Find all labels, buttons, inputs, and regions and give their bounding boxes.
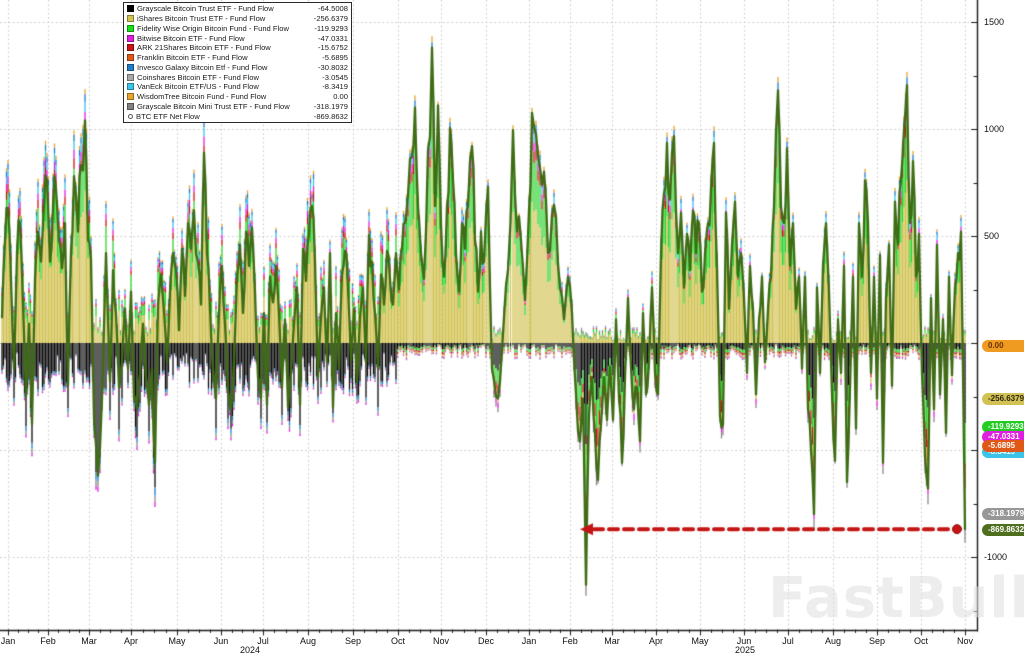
x-month-label: Oct	[390, 636, 406, 646]
legend-value: -256.6379	[313, 14, 348, 24]
legend-box: Grayscale Bitcoin Trust ETF - Fund Flow -…	[123, 2, 352, 123]
x-month-label: Jan	[521, 636, 537, 646]
legend-swatch-icon	[127, 83, 134, 91]
legend-value: -8.3419	[322, 82, 348, 92]
legend-label: Grayscale Bitcoin Mini Trust ETF - Fund …	[137, 101, 290, 111]
x-month-label: Sep	[344, 636, 362, 646]
y-axis-badge: 0.00	[982, 340, 1024, 352]
legend-value: 0.00	[333, 92, 348, 102]
legend-value: -318.1979	[313, 101, 348, 111]
legend-value: -30.8032	[318, 62, 348, 72]
x-month-label: Jun	[736, 636, 752, 646]
watermark: FastBull	[768, 566, 1024, 631]
x-month-label: Aug	[824, 636, 842, 646]
legend-swatch-icon	[127, 93, 134, 101]
x-month-label: Feb	[562, 636, 578, 646]
y-axis-badge: -256.6379	[982, 393, 1024, 405]
y-tick-label: 500	[984, 231, 1000, 241]
legend-item: Grayscale Bitcoin Mini Trust ETF - Fund …	[127, 102, 348, 111]
x-month-label: Aug	[299, 636, 317, 646]
legend-swatch-icon	[127, 34, 134, 42]
legend-label: Franklin Bitcoin ETF - Fund Flow	[137, 53, 248, 63]
legend-value: -119.9293	[314, 23, 348, 33]
legend-label: iShares Bitcoin Trust ETF - Fund Flow	[137, 14, 266, 24]
legend-value: -869.8632	[313, 111, 348, 121]
legend-label: Grayscale Bitcoin Trust ETF - Fund Flow	[137, 4, 274, 14]
legend-swatch-icon	[127, 24, 134, 32]
x-month-label: Nov	[432, 636, 450, 646]
x-month-label: Sep	[868, 636, 886, 646]
x-month-label: May	[691, 636, 709, 646]
y-axis-badge: -5.6895	[982, 440, 1024, 452]
y-axis-badge: -869.8632	[982, 524, 1024, 536]
x-month-label: Mar	[81, 636, 97, 646]
legend-item: Invesco Galaxy Bitcoin Etf - Fund Flow -3…	[127, 63, 348, 72]
legend-item: Franklin Bitcoin ETF - Fund Flow -5.6895	[127, 53, 348, 62]
net-flow-marker-icon	[128, 113, 133, 119]
legend-swatch-icon	[127, 15, 134, 23]
legend-swatch-icon	[127, 63, 134, 71]
legend-swatch-icon	[127, 54, 134, 62]
legend-item: Bitwise Bitcoin ETF - Fund Flow -47.0331	[127, 34, 348, 43]
y-tick-label: 1000	[984, 124, 1005, 134]
legend-swatch-icon	[127, 73, 134, 81]
x-month-label: Nov	[956, 636, 974, 646]
y-axis-badge: -119.9293	[982, 421, 1024, 433]
x-month-label: Jul	[257, 636, 269, 646]
x-month-label: Feb	[40, 636, 56, 646]
legend-label: Coinshares Bitcoin ETF - Fund Flow	[137, 72, 259, 82]
x-month-label: Jun	[213, 636, 229, 646]
x-year-label: 2024	[239, 645, 261, 653]
x-month-label: May	[168, 636, 186, 646]
y-axis-badge: -318.1979	[982, 508, 1024, 520]
legend-label: Invesco Galaxy Bitcoin Etf - Fund Flow	[137, 62, 268, 72]
legend-item: iShares Bitcoin Trust ETF - Fund Flow -25…	[127, 14, 348, 23]
x-month-label: Jan	[0, 636, 16, 646]
legend-item: Grayscale Bitcoin Trust ETF - Fund Flow -…	[127, 4, 348, 13]
legend-item: VanEck Bitcoin ETF/US - Fund Flow -8.3419	[127, 82, 348, 91]
x-month-label: Mar	[604, 636, 620, 646]
x-month-label: Oct	[913, 636, 929, 646]
legend-label: BTC ETF Net Flow	[136, 111, 200, 121]
legend-label: VanEck Bitcoin ETF/US - Fund Flow	[137, 82, 259, 92]
legend-label: Fidelity Wise Origin Bitcoin Fund - Fund…	[137, 23, 289, 33]
legend-swatch-icon	[127, 5, 134, 13]
x-year-label: 2025	[734, 645, 756, 653]
legend-item: Fidelity Wise Origin Bitcoin Fund - Fund…	[127, 24, 348, 33]
legend-label: ARK 21Shares Bitcoin ETF - Fund Flow	[137, 43, 271, 53]
legend-value: -64.5008	[318, 4, 348, 14]
legend-label: Bitwise Bitcoin ETF - Fund Flow	[137, 33, 245, 43]
legend-value: -15.6752	[318, 43, 348, 53]
legend-swatch-icon	[127, 44, 134, 52]
legend-value: -5.6895	[322, 53, 348, 63]
legend-value: -3.0545	[322, 72, 348, 82]
legend-swatch-icon	[127, 102, 134, 110]
x-month-label: Apr	[123, 636, 139, 646]
legend-item: ARK 21Shares Bitcoin ETF - Fund Flow -15.…	[127, 43, 348, 52]
y-tick-label: 1500	[984, 17, 1005, 27]
legend-item: WisdomTree Bitcoin Fund - Fund Flow 0.00	[127, 92, 348, 101]
legend-item: BTC ETF Net Flow -869.8632	[127, 112, 348, 121]
legend-value: -47.0331	[318, 33, 348, 43]
x-month-label: Apr	[648, 636, 664, 646]
x-month-label: Dec	[477, 636, 495, 646]
x-month-label: Jul	[782, 636, 794, 646]
legend-label: WisdomTree Bitcoin Fund - Fund Flow	[137, 92, 267, 102]
legend-item: Coinshares Bitcoin ETF - Fund Flow -3.054…	[127, 73, 348, 82]
y-tick-label: -1000	[984, 552, 1008, 562]
